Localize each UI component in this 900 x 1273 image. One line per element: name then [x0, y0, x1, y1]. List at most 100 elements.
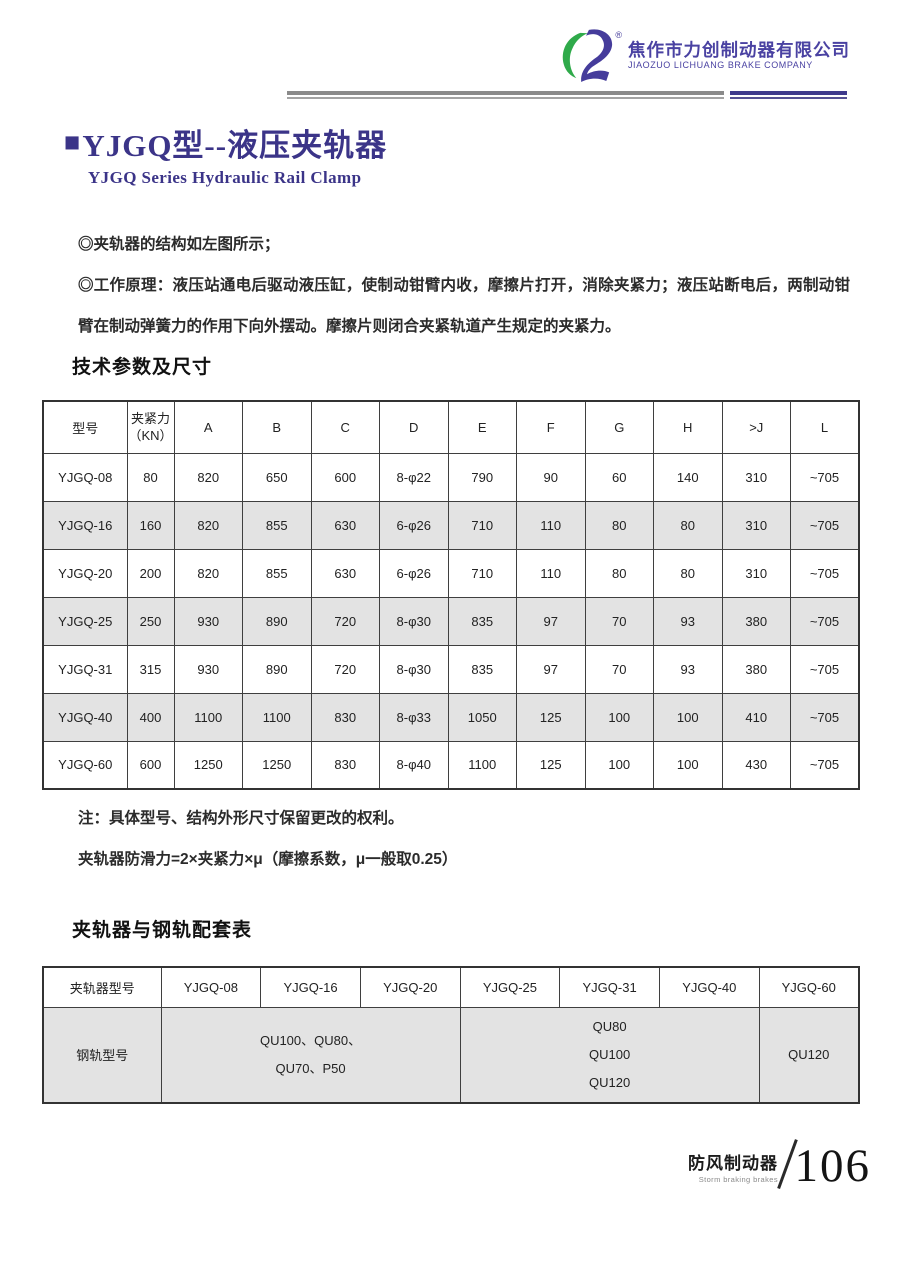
footer-label-cn: 防风制动器	[688, 1154, 778, 1173]
table-cell: 855	[242, 500, 312, 550]
column-header-F: F	[516, 400, 586, 454]
column-header-model: YJGQ-31	[559, 966, 660, 1008]
table-row-yjgq-40: YJGQ-40 400 1100 1100 830 8-φ33 1050 125…	[42, 692, 860, 742]
table-row-yjgq-31: YJGQ-31 315 930 890 720 8-φ30 835 97 70 …	[42, 644, 860, 694]
rail-matching-header-row: 夹轨器型号 YJGQ-08 YJGQ-16 YJGQ-20 YJGQ-25 YJ…	[42, 966, 860, 1008]
column-header-B: B	[242, 400, 312, 454]
table-cell: 125	[516, 692, 586, 742]
table-cell: 835	[447, 596, 517, 646]
table-cell: YJGQ-40	[42, 692, 128, 742]
table-cell: 1100	[447, 740, 517, 790]
table-cell: YJGQ-16	[42, 500, 128, 550]
table-cell: 8-φ22	[379, 452, 449, 502]
parameters-table: 型号 夹紧力 （KN） A B C D E F G H >J L YJGQ-08…	[42, 400, 860, 790]
rail-type-line: QU70、P50	[275, 1060, 346, 1076]
table-cell: 90	[516, 452, 586, 502]
clamping-force-label: 夹紧力	[130, 410, 170, 426]
rail-type-line: QU120	[588, 1074, 631, 1090]
table-cell: 720	[310, 644, 380, 694]
square-bullet-icon: ■	[64, 127, 82, 157]
table-cell: 720	[310, 596, 380, 646]
table-cell: 80	[126, 452, 175, 502]
table-notes: 注：具体型号、结构外形尺寸保留更改的权利。 夹轨器防滑力=2×夹紧力×μ（摩擦系…	[78, 798, 457, 880]
footer-category-label: 防风制动器 Storm braking brakes	[688, 1149, 778, 1184]
divider-line-top	[287, 91, 847, 95]
table-cell: ~705	[790, 596, 860, 646]
table-cell: ~705	[790, 452, 860, 502]
column-header-G: G	[584, 400, 654, 454]
row-header-rail-type: 钢轨型号	[42, 1006, 162, 1104]
company-name-en: JIAOZUO LICHUANG BRAKE COMPANY	[628, 59, 813, 70]
table-cell: 97	[516, 596, 586, 646]
table-cell: 710	[447, 500, 517, 550]
table-cell: 140	[653, 452, 723, 502]
table-cell: YJGQ-08	[42, 452, 128, 502]
table-cell: ~705	[790, 692, 860, 742]
table-cell: 630	[310, 548, 380, 598]
table-cell: 400	[126, 692, 175, 742]
header-divider	[287, 91, 847, 99]
table-row-yjgq-08: YJGQ-08 80 820 650 600 8-φ22 790 90 60 1…	[42, 452, 860, 502]
table-cell: 250	[126, 596, 175, 646]
page-footer: 防风制动器 Storm braking brakes 106	[688, 1138, 871, 1190]
table-cell: 80	[584, 548, 654, 598]
company-name-block: 焦作市力创制动器有限公司 JIAOZUO LICHUANG BRAKE COMP…	[628, 40, 850, 70]
table-cell: 650	[242, 452, 312, 502]
column-header-C: C	[310, 400, 380, 454]
table-cell: 820	[173, 452, 243, 502]
intro-paragraphs: ◎夹轨器的结构如左图所示； ◎工作原理：液压站通电后驱动液压缸，使制动钳臂内收，…	[78, 224, 850, 347]
rail-types-for-yjgq-25-40: QU80 QU100 QU120	[459, 1006, 760, 1104]
table-cell: 100	[653, 692, 723, 742]
intro-working-principle: ◎工作原理：液压站通电后驱动液压缸，使制动钳臂内收，摩擦片打开，消除夹紧力；液压…	[78, 277, 850, 335]
table-cell: 890	[242, 644, 312, 694]
table-cell: ~705	[790, 740, 860, 790]
column-header-E: E	[447, 400, 517, 454]
clamping-force-unit: （KN）	[128, 428, 173, 444]
table-cell: 890	[242, 596, 312, 646]
table-cell: 8-φ33	[379, 692, 449, 742]
rail-type-line: QU100	[588, 1046, 631, 1062]
column-header-D: D	[379, 400, 449, 454]
table-cell: 93	[653, 596, 723, 646]
table-row-yjgq-20: YJGQ-20 200 820 855 630 6-φ26 710 110 80…	[42, 548, 860, 598]
table-cell: 600	[310, 452, 380, 502]
table-cell: YJGQ-25	[42, 596, 128, 646]
column-header-model: YJGQ-20	[359, 966, 461, 1008]
table-cell: 100	[584, 692, 654, 742]
table-cell: 70	[584, 644, 654, 694]
note-rights-reserved: 注：具体型号、结构外形尺寸保留更改的权利。	[78, 810, 404, 827]
table-cell: YJGQ-20	[42, 548, 128, 598]
table-cell: 315	[126, 644, 175, 694]
table-cell: 8-φ40	[379, 740, 449, 790]
rail-type-line: QU100、QU80、	[259, 1032, 362, 1048]
table-cell: 310	[721, 452, 791, 502]
table-cell: 93	[653, 644, 723, 694]
table-cell: 855	[242, 548, 312, 598]
rail-type-row: 钢轨型号 QU100、QU80、 QU70、P50 QU80 QU100 QU1…	[42, 1006, 860, 1104]
section-title-rail-matching: 夹轨器与钢轨配套表	[72, 920, 253, 941]
table-cell: 6-φ26	[379, 500, 449, 550]
intro-structure-note: ◎夹轨器的结构如左图所示；	[78, 236, 280, 253]
divider-line-bottom	[287, 97, 847, 99]
table-cell: 820	[173, 500, 243, 550]
registered-trademark-icon: ®	[615, 30, 622, 40]
table-cell: 160	[126, 500, 175, 550]
table-cell: 600	[126, 740, 175, 790]
table-cell: 110	[516, 548, 586, 598]
table-cell: 430	[721, 740, 791, 790]
table-cell: 380	[721, 596, 791, 646]
page-title: ■ YJGQ型--液压夹轨器	[64, 120, 387, 165]
table-cell: 380	[721, 644, 791, 694]
table-cell: 1100	[173, 692, 243, 742]
company-name-cn: 焦作市力创制动器有限公司	[628, 39, 850, 60]
table-cell: 60	[584, 452, 654, 502]
table-cell: 100	[584, 740, 654, 790]
table-cell: 6-φ26	[379, 548, 449, 598]
table-cell: 835	[447, 644, 517, 694]
table-cell: 790	[447, 452, 517, 502]
table-cell: ~705	[790, 500, 860, 550]
column-header-model: 型号	[42, 400, 128, 454]
table-cell: YJGQ-60	[42, 740, 128, 790]
table-cell: 1250	[242, 740, 312, 790]
